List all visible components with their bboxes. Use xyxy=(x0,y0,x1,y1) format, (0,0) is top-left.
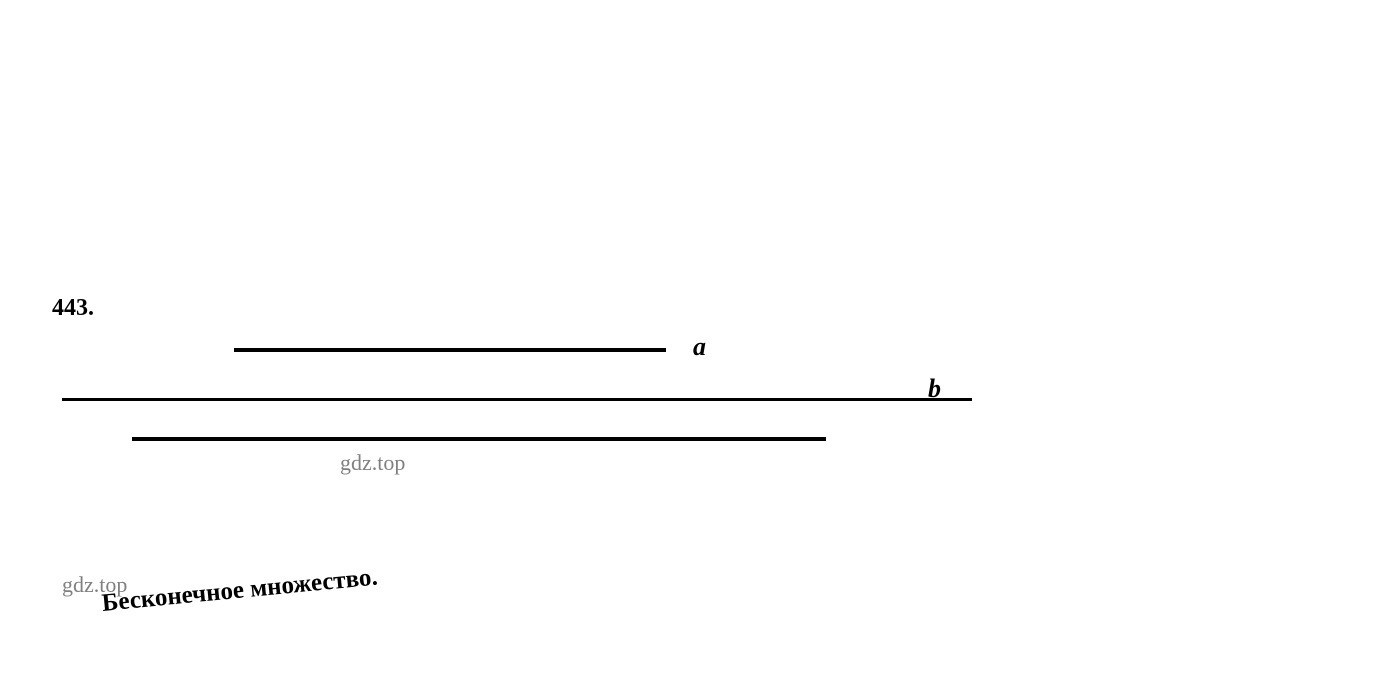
line-a xyxy=(234,348,666,352)
line-b xyxy=(62,398,972,401)
problem-number: 443. xyxy=(52,295,94,322)
line-c xyxy=(132,437,826,441)
label-a: a xyxy=(693,332,706,362)
answer-text: Бесконечное множество. xyxy=(101,564,379,618)
watermark-1: gdz.top xyxy=(340,450,405,476)
label-b: b xyxy=(928,374,941,404)
